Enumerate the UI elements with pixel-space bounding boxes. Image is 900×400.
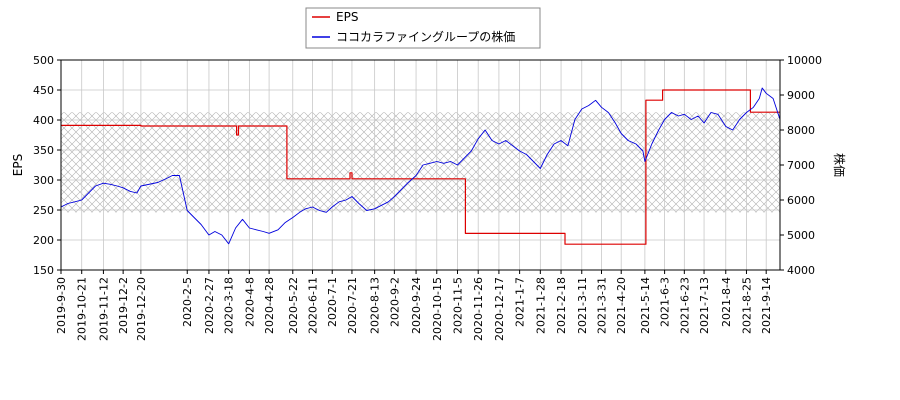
x-tick-label: 2021-1-7 [514,277,527,327]
x-tick-label: 2019-11-12 [97,277,110,341]
right-tick-label: 8000 [787,124,815,137]
x-tick-label: 2020-6-11 [307,277,320,334]
series-line-eps [61,89,780,245]
x-tick-label: 2020-4-8 [243,277,256,327]
right-axis-ticks: 4000 5000 6000 7000 8000 9000 10000 [780,54,822,277]
x-tick-label: 2020-11-26 [472,277,485,341]
x-tick-label: 2021-6-3 [659,277,672,327]
x-tick-label: 2020-8-13 [369,277,382,334]
x-tick-label: 2021-3-11 [576,277,589,334]
x-tick-label: 2020-5-22 [287,277,300,334]
x-tick-label: 2019-12-2 [117,277,130,334]
x-tick-label: 2021-5-14 [639,277,652,334]
x-tick-label: 2019-12-20 [135,277,148,341]
x-tick-label: 2020-12-17 [493,277,506,341]
left-axis-label: EPS [11,154,25,176]
legend-label-price: ココカラファイングループの株価 [336,29,515,44]
x-tick-label: 2020-9-24 [410,277,423,334]
x-tick-label: 2019-10-21 [76,277,89,341]
x-axis-ticks: 2019-9-30 2019-10-21 2019-11-12 2019-12-2 20… [55,270,773,341]
legend-box [305,7,541,49]
x-tick-label: 2021-2-18 [555,277,568,334]
x-tick-label: 2021-3-31 [595,277,608,334]
left-tick-label: 250 [33,204,54,217]
x-tick-label: 2020-7-1 [326,277,339,327]
right-tick-label: 5000 [787,229,815,242]
right-tick-label: 9000 [787,89,815,102]
series [61,87,780,245]
x-tick-label: 2021-7-13 [698,277,711,334]
x-tick-label: 2021-6-23 [678,277,691,334]
legend-label-eps: EPS [336,10,358,24]
x-tick-label: 2021-8-25 [740,277,753,334]
left-tick-label: 450 [33,84,54,97]
right-tick-label: 10000 [787,54,822,67]
x-tick-label: 2021-1-28 [534,277,547,334]
legend: EPS ココカラファイングループの株価 [305,7,541,49]
left-tick-label: 300 [33,174,54,187]
left-tick-label: 200 [33,234,54,247]
series-line-price [61,87,780,245]
x-tick-label: 2020-3-18 [223,277,236,334]
x-tick-label: 2020-2-27 [203,277,216,334]
left-tick-label: 400 [33,114,54,127]
x-tick-label: 2021-9-14 [760,277,773,334]
x-tick-label: 2020-9-2 [388,277,401,327]
right-tick-label: 6000 [787,194,815,207]
left-tick-label: 350 [33,144,54,157]
shaded-band-rect [61,112,780,213]
x-tick-label: 2020-2-5 [181,277,194,327]
right-axis-label: 株価 [832,153,847,177]
right-tick-label: 7000 [787,159,815,172]
x-tick-label: 2020-11-5 [451,277,464,334]
left-tick-label: 150 [33,264,54,277]
x-tick-label: 2020-4-28 [263,277,276,334]
shaded-band [61,112,780,213]
x-tick-label: 2021-8-4 [720,277,733,327]
left-axis-ticks: 150 200 250 300 350 400 450 500 [33,54,61,277]
left-tick-label: 500 [33,54,54,67]
x-tick-label: 2021-4-20 [615,277,628,334]
x-tick-label: 2020-10-15 [431,277,444,341]
x-tick-label: 2020-7-21 [346,277,359,334]
right-tick-label: 4000 [787,264,815,277]
x-tick-label: 2019-9-30 [55,277,68,334]
